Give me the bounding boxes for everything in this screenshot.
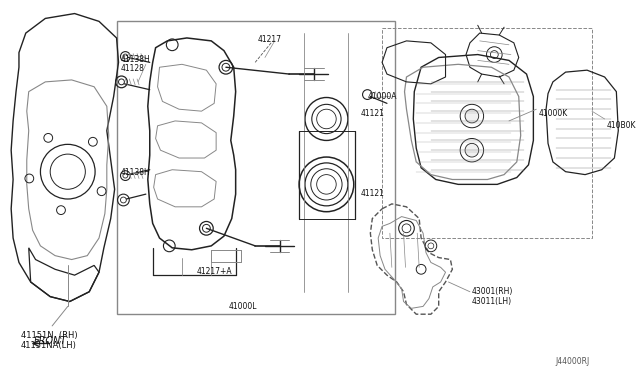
Text: 41138H: 41138H: [120, 55, 150, 64]
Bar: [116, 21, 395, 314]
Text: 41138H: 41138H: [120, 168, 150, 177]
Text: 41121: 41121: [360, 109, 385, 118]
Text: 41000A: 41000A: [367, 92, 397, 101]
Text: 41000L: 41000L: [228, 302, 257, 311]
Bar: [382, 28, 592, 238]
Text: 43011(LH): 43011(LH): [472, 296, 512, 306]
Text: 43001(RH): 43001(RH): [472, 287, 513, 296]
Text: 41000K: 41000K: [538, 109, 568, 118]
Text: 41151NA(LH): 41151NA(LH): [21, 340, 77, 350]
Text: 41217: 41217: [257, 35, 281, 44]
Circle shape: [465, 109, 479, 123]
Text: FRONT: FRONT: [34, 336, 67, 346]
Text: 41151N  (RH): 41151N (RH): [21, 331, 77, 340]
Text: J44000RJ: J44000RJ: [556, 357, 590, 366]
Text: 41121: 41121: [360, 189, 385, 198]
Text: 41128: 41128: [120, 64, 145, 73]
Circle shape: [465, 143, 479, 157]
Text: 410B0K: 410B0K: [607, 121, 636, 130]
Text: 41217+A: 41217+A: [196, 267, 232, 276]
